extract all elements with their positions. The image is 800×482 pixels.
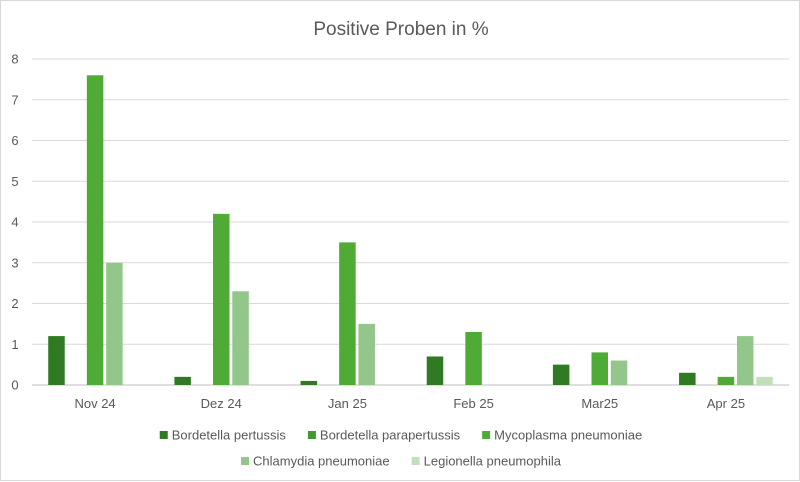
bar: [300, 380, 318, 385]
bar: [106, 262, 123, 385]
bar: [465, 332, 482, 385]
bar: [426, 356, 444, 385]
y-tick-label: 8: [11, 52, 18, 67]
legend-label: Mycoplasma pneumoniae: [494, 428, 642, 443]
legend-label: Bordetella pertussis: [172, 428, 287, 443]
y-tick-label: 4: [11, 215, 18, 230]
x-axis-ticks: Nov 24 Dez 24 Jan 25 Feb 25 Mar25 Apr 25: [74, 396, 745, 411]
bar: [552, 364, 570, 385]
y-tick-label: 1: [11, 337, 18, 352]
x-tick-label: Apr 25: [707, 396, 745, 411]
bar: [358, 323, 375, 385]
bar: [717, 376, 735, 385]
legend-label: Bordetella parapertussis: [320, 428, 461, 443]
bar: [232, 291, 249, 385]
y-tick-label: 3: [11, 255, 18, 270]
x-tick-label: Dez 24: [201, 396, 242, 411]
legend-label: Legionella pneumophila: [424, 454, 562, 469]
legend-swatch: [159, 431, 168, 439]
chart-title: Positive Proben in %: [313, 19, 488, 40]
y-tick-label: 7: [11, 92, 18, 107]
y-tick-label: 0: [11, 378, 18, 393]
x-tick-label: Feb 25: [453, 396, 493, 411]
legend: Bordetella pertussis Bordetella parapertu…: [159, 428, 642, 469]
grid-lines: [32, 58, 789, 386]
bar: [48, 336, 65, 385]
legend-swatch: [482, 431, 491, 439]
y-tick-label: 5: [11, 174, 18, 189]
y-axis-ticks: 0 1 2 3 4 5 6 7 8: [11, 52, 18, 393]
legend-swatch: [307, 431, 316, 439]
y-tick-label: 6: [11, 133, 18, 148]
x-tick-label: Jan 25: [328, 396, 367, 411]
bar: [679, 372, 696, 385]
legend-swatch: [411, 457, 420, 465]
bars: [48, 75, 773, 386]
y-tick-label: 2: [11, 296, 18, 311]
legend-label: Chlamydia pneumoniae: [253, 454, 390, 469]
bar: [174, 376, 191, 385]
bar: [736, 336, 754, 385]
x-tick-label: Nov 24: [74, 396, 115, 411]
bar: [339, 242, 356, 385]
bar: [756, 376, 773, 385]
bar: [86, 75, 104, 386]
bar: [213, 213, 230, 385]
bar: [610, 360, 628, 385]
bar: [591, 352, 608, 385]
x-tick-label: Mar25: [581, 396, 618, 411]
legend-swatch: [241, 457, 250, 465]
